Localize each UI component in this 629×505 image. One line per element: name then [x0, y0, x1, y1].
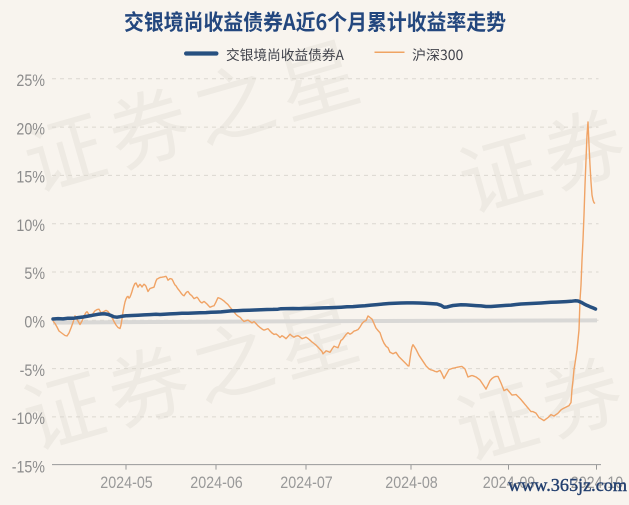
svg-text:2024-10: 2024-10 — [571, 473, 624, 492]
svg-text:2024-05: 2024-05 — [100, 473, 153, 492]
svg-text:-5%: -5% — [20, 361, 45, 380]
svg-text:2024-08: 2024-08 — [385, 473, 438, 492]
svg-text:www.365jz.com: www.365jz.com — [508, 475, 627, 495]
svg-text:0%: 0% — [24, 313, 45, 332]
svg-text:15%: 15% — [16, 168, 45, 187]
svg-text:2024-07: 2024-07 — [280, 473, 333, 492]
svg-text:2024-06: 2024-06 — [190, 473, 243, 492]
svg-text:5%: 5% — [24, 264, 45, 283]
svg-text:2024-09: 2024-09 — [483, 473, 536, 492]
svg-text:-15%: -15% — [12, 457, 45, 476]
svg-text:20%: 20% — [16, 119, 45, 138]
svg-text:10%: 10% — [16, 216, 45, 235]
svg-text:25%: 25% — [16, 71, 45, 90]
svg-text:-10%: -10% — [12, 409, 45, 428]
